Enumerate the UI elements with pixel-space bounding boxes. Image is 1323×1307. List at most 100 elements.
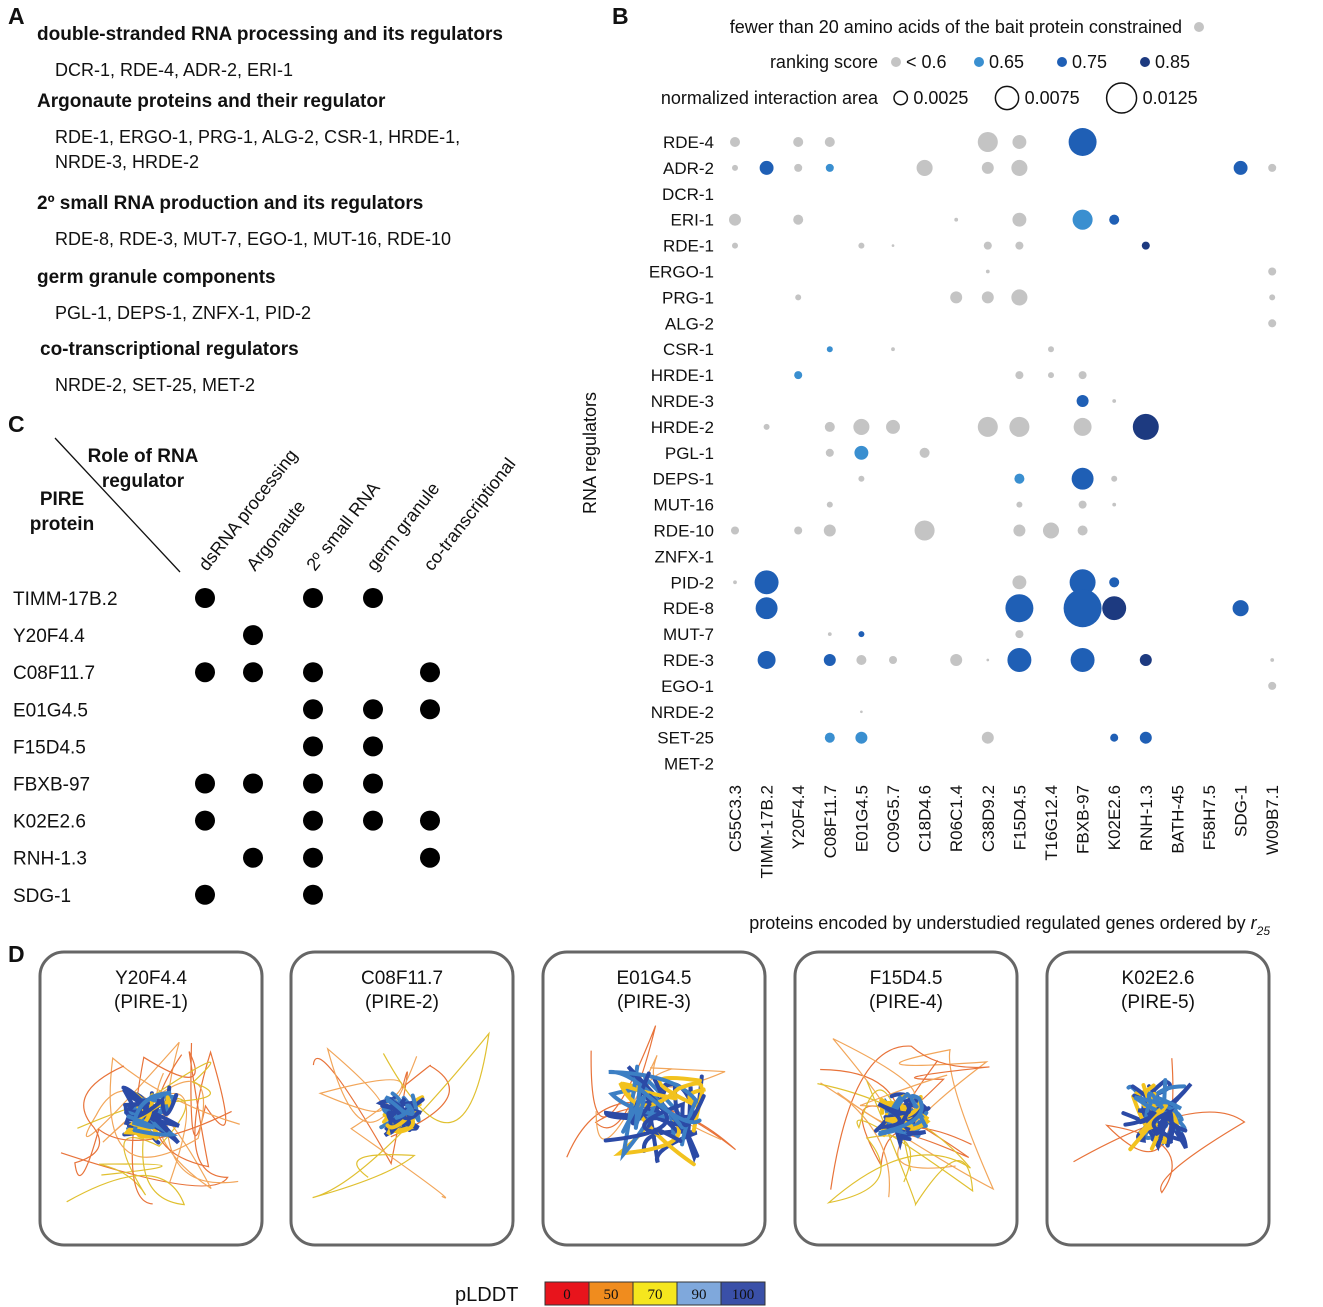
- bubble: [1268, 267, 1276, 275]
- y-tick-label: PID-2: [671, 573, 714, 592]
- bubble: [950, 291, 962, 303]
- member-list: DCR-1, RDE-4, ADR-2, ERI-1: [55, 60, 293, 80]
- bubble: [826, 164, 834, 172]
- bubble: [954, 218, 958, 222]
- bubble: [764, 424, 770, 430]
- bubble: [1048, 372, 1054, 378]
- bubble: [756, 597, 778, 619]
- role-dot: [363, 774, 383, 794]
- colorbar-tick: 90: [692, 1287, 707, 1303]
- x-tick-label: FBXB-97: [1074, 785, 1093, 854]
- bubble: [982, 732, 994, 744]
- x-tick-label: R06C1.4: [947, 785, 966, 852]
- member-list: NRDE-3, HRDE-2: [55, 152, 199, 172]
- member-list: RDE-1, ERGO-1, PRG-1, ALG-2, CSR-1, HRDE…: [55, 127, 460, 147]
- x-tick-label: C38D9.2: [979, 785, 998, 852]
- colorbar-title: pLDDT: [455, 1284, 518, 1306]
- legend-note: fewer than 20 amino acids of the bait pr…: [730, 17, 1182, 37]
- bubble: [950, 654, 962, 666]
- role-dot: [243, 848, 263, 868]
- role-dot: [363, 588, 383, 608]
- bubble: [793, 137, 803, 147]
- bubble: [794, 526, 802, 534]
- role-dot: [303, 699, 323, 719]
- bubble: [1012, 575, 1026, 589]
- corner-header: PIRE: [40, 489, 84, 510]
- bubble: [1270, 658, 1274, 662]
- bubble: [794, 371, 802, 379]
- bubble: [1077, 395, 1089, 407]
- category-heading: 2º small RNA production and its regulato…: [37, 193, 423, 214]
- member-list: RDE-8, RDE-3, MUT-7, EGO-1, MUT-16, RDE-…: [55, 229, 451, 249]
- structure-name: E01G4.5: [617, 968, 692, 989]
- bubble: [889, 656, 897, 664]
- member-list: NRDE-2, SET-25, MET-2: [55, 375, 255, 395]
- x-tick-label: C55C3.3: [726, 785, 745, 852]
- bubble: [1073, 210, 1093, 230]
- structure-alias: (PIRE-2): [365, 992, 439, 1013]
- y-tick-label: MET-2: [664, 755, 714, 774]
- legend-swatch: [1057, 57, 1067, 67]
- x-tick-label: Y20F4.4: [789, 785, 808, 849]
- y-tick-label: ALG-2: [665, 314, 714, 333]
- bubble: [1112, 399, 1116, 403]
- x-tick-label: RNH-1.3: [1137, 785, 1156, 851]
- bubble: [1268, 164, 1276, 172]
- y-tick-label: DEPS-1: [653, 470, 714, 489]
- bubble: [1133, 414, 1159, 440]
- size-legend-label: 0.0125: [1143, 88, 1198, 108]
- bubble: [730, 137, 740, 147]
- bubble: [825, 422, 835, 432]
- bubble: [1109, 577, 1119, 587]
- bubble: [1014, 474, 1024, 484]
- y-tick-label: NRDE-2: [651, 703, 714, 722]
- bubble: [1064, 589, 1102, 627]
- bubble: [825, 733, 835, 743]
- structure-name: K02E2.6: [1122, 968, 1195, 989]
- bubble: [793, 215, 803, 225]
- bubble: [917, 160, 933, 176]
- bubble: [984, 242, 992, 250]
- legend-label: 0.85: [1155, 52, 1190, 72]
- role-dot: [363, 811, 383, 831]
- panel-label: A: [8, 3, 25, 29]
- size-legend-label: 0.0025: [913, 88, 968, 108]
- bubble: [758, 651, 776, 669]
- structure-alias: (PIRE-4): [869, 992, 943, 1013]
- role-dot: [363, 699, 383, 719]
- x-tick-label: C09G5.7: [884, 785, 903, 853]
- bubble: [1111, 476, 1117, 482]
- bubble: [1071, 648, 1095, 672]
- category-heading: germ granule components: [37, 267, 276, 288]
- bubble: [795, 294, 801, 300]
- role-dot: [303, 588, 323, 608]
- corner-header: Role of RNA: [88, 446, 199, 467]
- bubble: [731, 526, 739, 534]
- y-tick-label: EGO-1: [661, 677, 714, 696]
- bubble: [1011, 160, 1027, 176]
- figure: ABCDdouble-stranded RNA processing and i…: [0, 0, 1323, 1307]
- bubble: [733, 580, 737, 584]
- role-dot: [303, 848, 323, 868]
- x-tick-label: F58H7.5: [1200, 785, 1219, 850]
- y-tick-label: RDE-3: [663, 651, 714, 670]
- y-tick-label: ADR-2: [663, 159, 714, 178]
- corner-header: protein: [30, 514, 94, 535]
- bubble: [1234, 161, 1248, 175]
- y-tick-label: RDE-1: [663, 237, 714, 256]
- role-dot: [420, 811, 440, 831]
- y-tick-label: PGL-1: [665, 444, 714, 463]
- x-tick-label: SDG-1: [1232, 785, 1251, 837]
- bubble: [1005, 594, 1033, 622]
- bubble: [1140, 654, 1152, 666]
- row-name: TIMM-17B.2: [13, 589, 118, 610]
- bubble: [827, 346, 833, 352]
- structure-name: C08F11.7: [361, 968, 443, 989]
- bubble: [825, 137, 835, 147]
- x-tick-label: C08F11.7: [821, 785, 840, 858]
- row-name: K02E2.6: [13, 812, 86, 833]
- size-legend-circle: [894, 91, 907, 104]
- x-tick-label: BATH-45: [1168, 785, 1187, 854]
- category-heading: co-transcriptional regulators: [40, 339, 299, 360]
- role-dot: [303, 736, 323, 756]
